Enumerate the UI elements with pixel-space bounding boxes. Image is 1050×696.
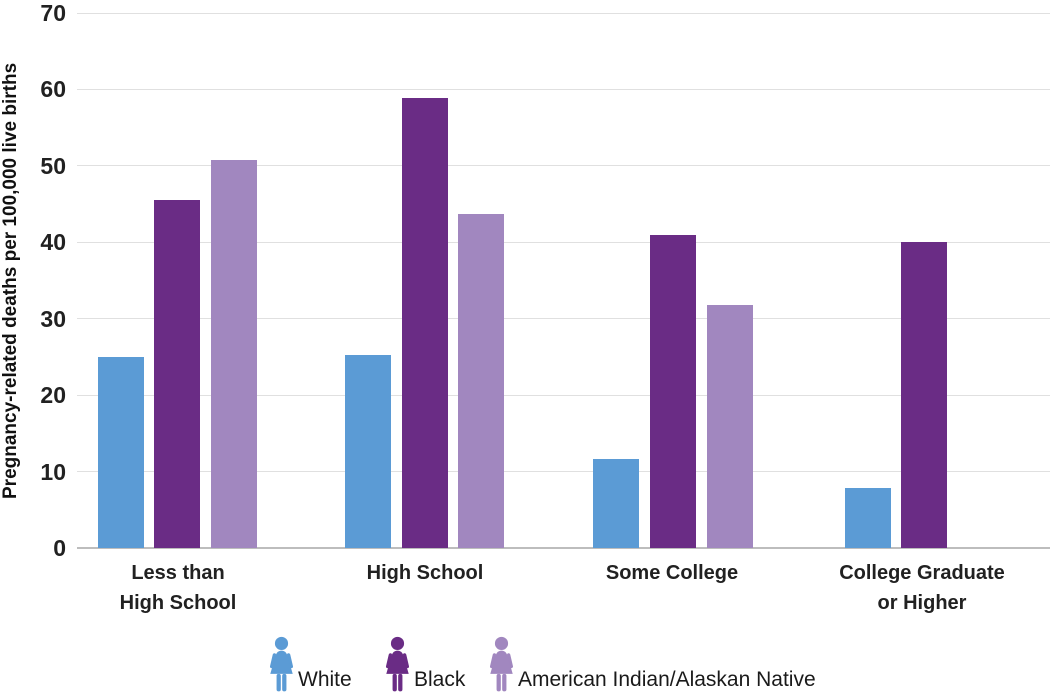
- y-tick-label-50: 50: [40, 152, 66, 179]
- y-tick-label-60: 60: [40, 76, 66, 103]
- bar-black-1: [154, 200, 200, 548]
- y-tick-label-10: 10: [40, 458, 66, 485]
- plot-area: [77, 12, 1050, 549]
- legend-label: White: [298, 668, 352, 691]
- legend-label: Black: [414, 668, 466, 691]
- y-tick-label-30: 30: [40, 305, 66, 332]
- gridline-10: [77, 471, 1050, 473]
- x-category-label-3: Some College: [605, 562, 739, 584]
- gridline-70: [77, 12, 1050, 14]
- bar-black-3: [650, 234, 696, 548]
- bar-white-4: [845, 487, 891, 548]
- bar-american-indian-alaskan-native-1: [211, 159, 257, 548]
- y-tick-label-70: 70: [40, 0, 66, 26]
- gridline-50: [77, 165, 1050, 167]
- y-tick-label-0: 0: [53, 535, 66, 561]
- x-category-label-4: College Graduate or Higher: [839, 562, 1005, 614]
- legend-label: American Indian/Alaskan Native: [518, 668, 816, 691]
- bar-white-3: [593, 459, 639, 548]
- woman-icon: [269, 636, 294, 692]
- bar-american-indian-alaskan-native-2: [458, 214, 504, 548]
- y-tick-label-20: 20: [40, 382, 66, 409]
- bar-white-1: [98, 356, 144, 548]
- gridline-20: [77, 394, 1050, 396]
- woman-icon: [489, 636, 514, 692]
- legend-item-american-indian-alaskan-native: American Indian/Alaskan Native: [487, 636, 816, 695]
- x-axis-baseline: [77, 547, 1050, 549]
- legend-item-white: White: [267, 636, 352, 695]
- bar-white-2: [345, 355, 391, 548]
- x-category-label-2: High School: [366, 562, 484, 584]
- bar-black-2: [402, 97, 448, 548]
- x-category-label-1: Less than High School: [119, 562, 237, 614]
- gridline-60: [77, 88, 1050, 90]
- legend-item-black: Black: [383, 636, 465, 695]
- bar-american-indian-alaskan-native-3: [707, 304, 753, 548]
- bar-black-4: [901, 242, 947, 548]
- woman-icon: [385, 636, 410, 692]
- y-tick-label-40: 40: [40, 229, 66, 256]
- gridline-40: [77, 241, 1050, 243]
- gridline-30: [77, 318, 1050, 320]
